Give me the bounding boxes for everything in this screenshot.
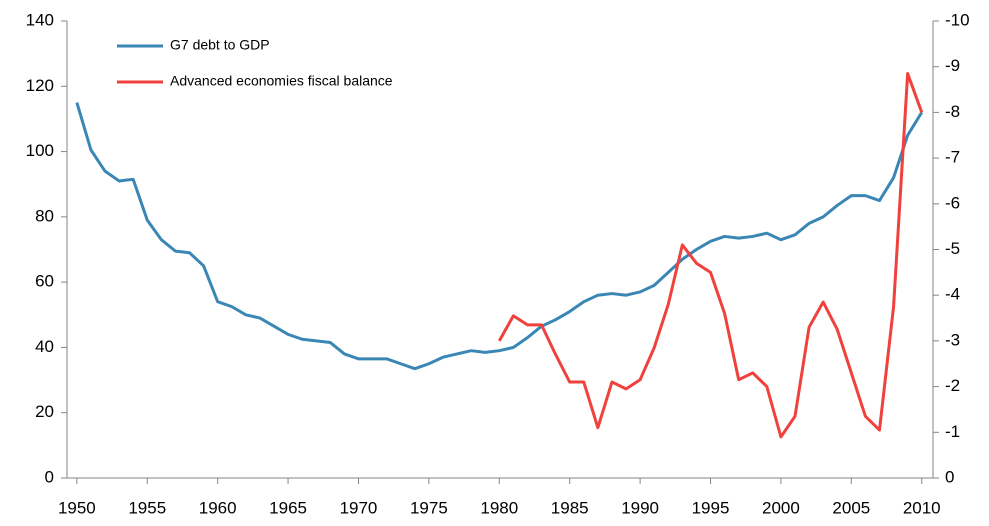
y2-tick-label: -1 — [945, 422, 960, 441]
x-tick-label: 2000 — [762, 498, 800, 517]
y-tick-label: 40 — [35, 337, 54, 356]
y2-tick-label: -3 — [945, 330, 960, 349]
y2-tick-label: -5 — [945, 239, 960, 258]
y2-tick-label: -7 — [945, 148, 960, 167]
y2-tick-label: -8 — [945, 102, 960, 121]
x-tick-label: 1980 — [480, 498, 518, 517]
x-tick-label: 2005 — [832, 498, 870, 517]
x-tick-label: 1955 — [128, 498, 166, 517]
x-tick-label: 1985 — [551, 498, 589, 517]
x-tick-label: 1970 — [340, 498, 378, 517]
x-tick-label: 1965 — [269, 498, 307, 517]
y2-tick-label: -4 — [945, 285, 960, 304]
x-tick-label: 1950 — [58, 498, 96, 517]
x-tick-label: 1975 — [410, 498, 448, 517]
y-tick-label: 20 — [35, 402, 54, 421]
x-tick-label: 2010 — [903, 498, 941, 517]
legend-label: Advanced economies fiscal balance — [170, 73, 393, 89]
y-tick-label: 80 — [35, 206, 54, 225]
legend-label: G7 debt to GDP — [170, 37, 270, 53]
x-tick-label: 1990 — [621, 498, 659, 517]
series-line — [75, 102, 924, 371]
y-tick-label: 120 — [26, 76, 54, 95]
y-tick-label: 0 — [45, 467, 54, 486]
y2-tick-label: -10 — [945, 10, 970, 29]
series-line — [497, 72, 924, 439]
y-tick-label: 100 — [26, 141, 54, 160]
y2-tick-label: 0 — [945, 467, 954, 486]
x-tick-label: 1960 — [199, 498, 237, 517]
y2-tick-label: -6 — [945, 193, 960, 212]
x-tick-label: 1995 — [692, 498, 730, 517]
y-tick-label: 60 — [35, 272, 54, 291]
y2-tick-label: -9 — [945, 56, 960, 75]
y2-tick-label: -2 — [945, 376, 960, 395]
y-tick-label: 140 — [26, 10, 54, 29]
